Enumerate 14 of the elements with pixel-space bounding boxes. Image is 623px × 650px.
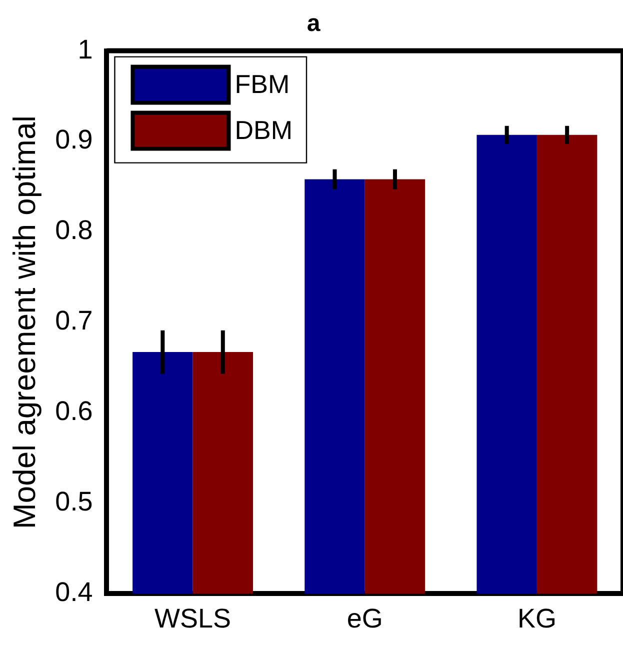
y-tick-label: 0.8 (55, 215, 93, 246)
x-tick-label: KG (517, 603, 556, 634)
y-axis-title: Model agreement with optimal (7, 115, 42, 529)
y-tick-label: 0.9 (55, 124, 93, 155)
x-tick-label: eG (346, 603, 383, 634)
chart-title: a (306, 10, 321, 38)
legend-label: FBM (234, 68, 290, 99)
legend-label: DBM (234, 114, 293, 145)
y-tick-label: 1 (78, 34, 93, 64)
y-tick-label: 0.4 (55, 577, 93, 608)
x-tick-label: WSLS (154, 603, 232, 634)
y-tick-label: 0.6 (55, 396, 93, 426)
y-tick-label: 0.7 (55, 306, 93, 336)
y-tick-label: 0.5 (55, 486, 93, 517)
